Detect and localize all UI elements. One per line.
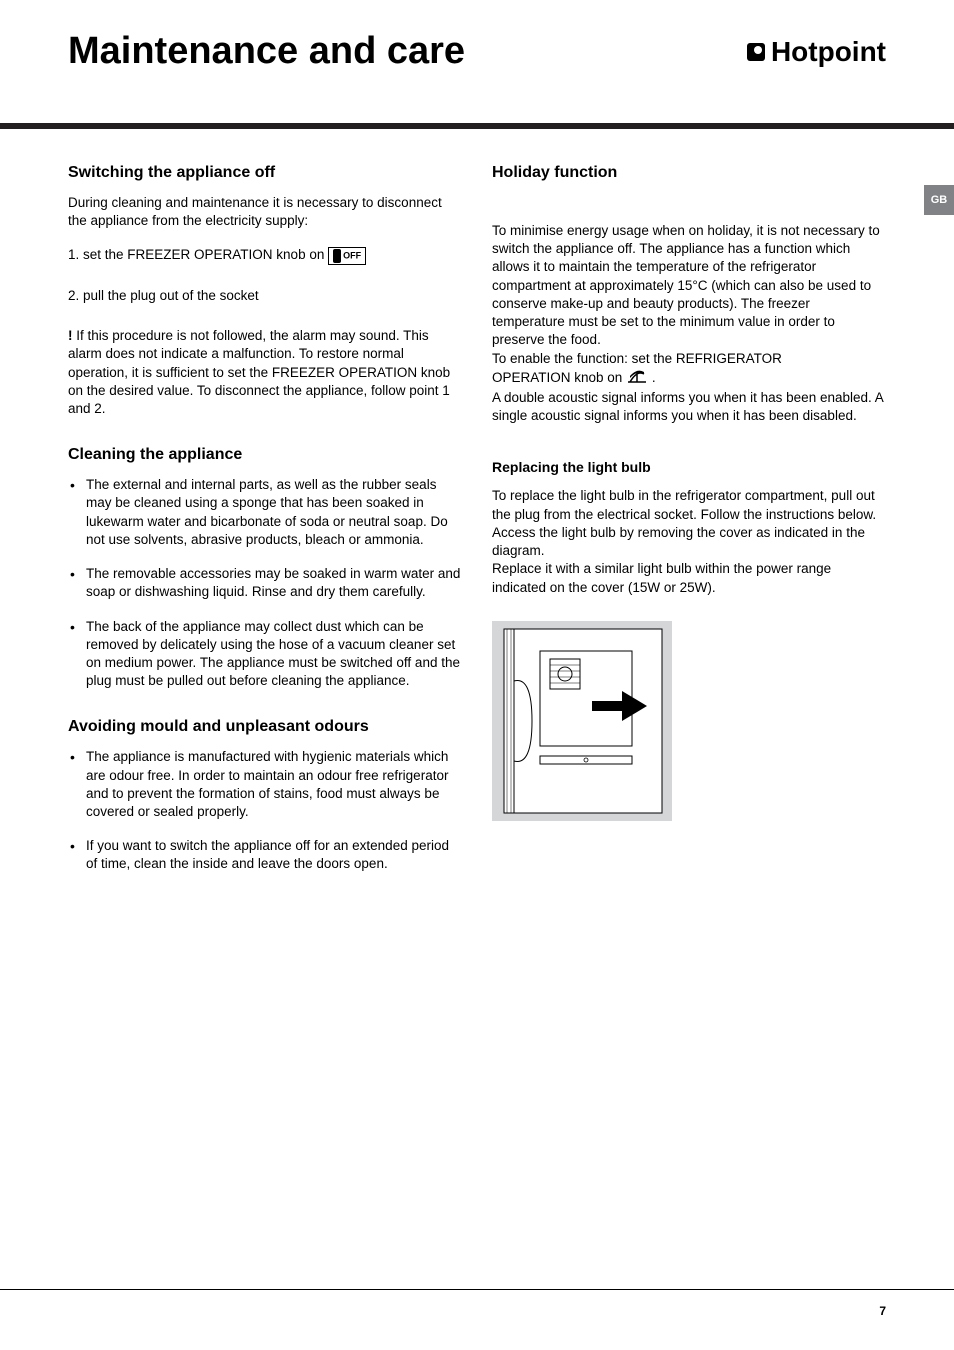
bulb-p3: Replace it with a similar light bulb wit… bbox=[492, 560, 886, 596]
spacer bbox=[492, 194, 886, 222]
page-title: Maintenance and care bbox=[68, 30, 465, 73]
content-columns: Switching the appliance off During clean… bbox=[0, 129, 954, 890]
section-title-mould: Avoiding mould and unpleasant odours bbox=[68, 718, 462, 736]
bulb-diagram bbox=[492, 621, 672, 821]
bulb-p2: Access the light bulb by removing the co… bbox=[492, 524, 886, 560]
footer-divider bbox=[0, 1289, 954, 1290]
section-title-switching-off: Switching the appliance off bbox=[68, 164, 462, 182]
right-column: Holiday function To minimise energy usag… bbox=[492, 164, 886, 890]
section-title-cleaning: Cleaning the appliance bbox=[68, 446, 462, 464]
holiday-p3-pre: OPERATION knob on bbox=[492, 370, 626, 385]
page-number: 7 bbox=[879, 1304, 886, 1318]
step-1: 1. set the FREEZER OPERATION knob on OFF bbox=[68, 246, 462, 264]
holiday-p4: A double acoustic signal informs you whe… bbox=[492, 389, 886, 425]
list-item: The external and internal parts, as well… bbox=[68, 476, 462, 549]
step-2: 2. pull the plug out of the socket bbox=[68, 287, 462, 305]
list-item: The appliance is manufactured with hygie… bbox=[68, 748, 462, 821]
section-title-holiday: Holiday function bbox=[492, 164, 886, 182]
page-header: Maintenance and care Hotpoint bbox=[0, 0, 954, 73]
warning-text: If this procedure is not followed, the a… bbox=[68, 328, 450, 416]
bulb-p1: To replace the light bulb in the refrige… bbox=[492, 487, 886, 523]
off-label: OFF bbox=[343, 250, 361, 260]
spacer bbox=[492, 441, 886, 459]
brand-logo: Hotpoint bbox=[747, 36, 886, 68]
left-column: Switching the appliance off During clean… bbox=[68, 164, 462, 890]
holiday-p3-post: . bbox=[648, 370, 656, 385]
brand-text: Hotpoint bbox=[771, 36, 886, 68]
warning-paragraph: ! If this procedure is not followed, the… bbox=[68, 327, 462, 418]
switching-off-intro: During cleaning and maintenance it is ne… bbox=[68, 194, 462, 230]
list-item: The removable accessories may be soaked … bbox=[68, 565, 462, 601]
language-tab: GB bbox=[924, 185, 954, 215]
list-item: The back of the appliance may collect du… bbox=[68, 618, 462, 691]
brand-icon bbox=[747, 43, 765, 61]
holiday-p2: To enable the function: set the REFRIGER… bbox=[492, 350, 886, 368]
holiday-p3: OPERATION knob on . bbox=[492, 368, 886, 389]
section-title-bulb: Replacing the light bulb bbox=[492, 459, 886, 475]
holiday-umbrella-icon bbox=[626, 368, 648, 389]
mould-list: The appliance is manufactured with hygie… bbox=[68, 748, 462, 873]
holiday-p1: To minimise energy usage when on holiday… bbox=[492, 222, 886, 350]
step-1-text: 1. set the FREEZER OPERATION knob on bbox=[68, 247, 328, 262]
off-knob-icon: OFF bbox=[328, 247, 366, 265]
list-item: If you want to switch the appliance off … bbox=[68, 837, 462, 873]
cleaning-list: The external and internal parts, as well… bbox=[68, 476, 462, 690]
